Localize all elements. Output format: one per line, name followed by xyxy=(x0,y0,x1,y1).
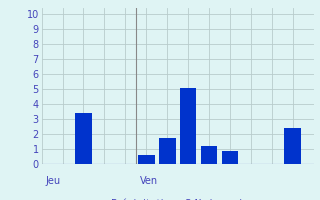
Bar xyxy=(284,128,301,164)
Bar xyxy=(201,146,217,164)
Text: Précipitations 24h ( mm ): Précipitations 24h ( mm ) xyxy=(111,198,244,200)
Bar xyxy=(180,88,196,164)
Bar xyxy=(159,138,175,164)
Bar xyxy=(75,113,92,164)
Text: Ven: Ven xyxy=(140,176,158,186)
Bar xyxy=(138,155,155,164)
Text: Jeu: Jeu xyxy=(46,176,61,186)
Bar xyxy=(221,150,238,164)
